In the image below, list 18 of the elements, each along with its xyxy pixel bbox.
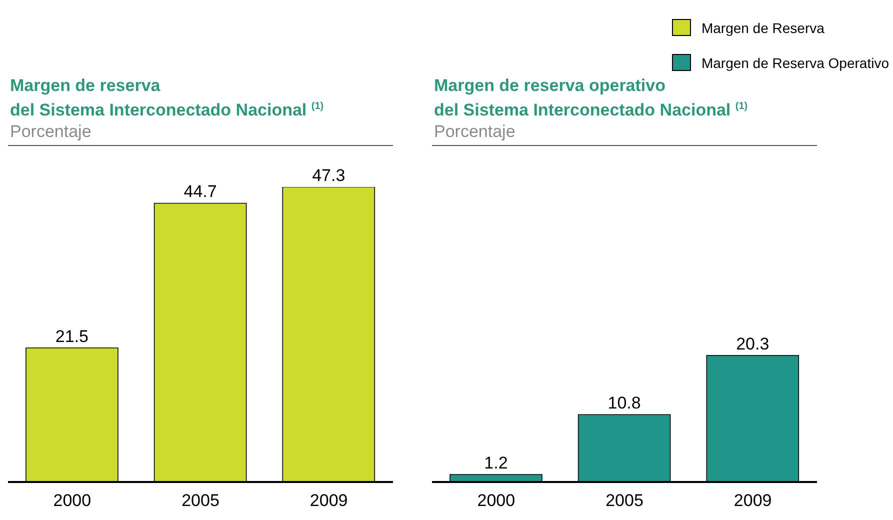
chart-subtitle: Porcentaje [10, 120, 92, 143]
x-tick-label: 2005 [606, 490, 644, 510]
x-tick-label: 2005 [182, 490, 220, 510]
data-label: 1.2 [484, 453, 508, 472]
data-label: 21.5 [55, 326, 89, 346]
text: Margen de Reserva Operativo [701, 54, 889, 70]
x-tick-label: 2009 [310, 490, 348, 510]
data-label: 20.3 [736, 334, 770, 354]
x-tick-label: 2009 [734, 490, 772, 510]
x-tick-label: 2000 [53, 490, 92, 510]
x-tick-label: 2000 [477, 490, 516, 510]
data-label: 10.8 [608, 393, 641, 412]
chart-title: Margen de reserva operativo del Sistema Interconectado Nacional $^{(1)}$ [434, 75, 749, 121]
data-label: 47.3 [312, 166, 346, 185]
data-label: 44.7 [184, 182, 217, 201]
chart-title: Margen de reserva del Sistema Interconectado Nacional $^{(1)}$ [10, 75, 325, 121]
chart-subtitle: Porcentaje [434, 120, 516, 143]
legend-label: Margen de Reserva [701, 20, 824, 36]
